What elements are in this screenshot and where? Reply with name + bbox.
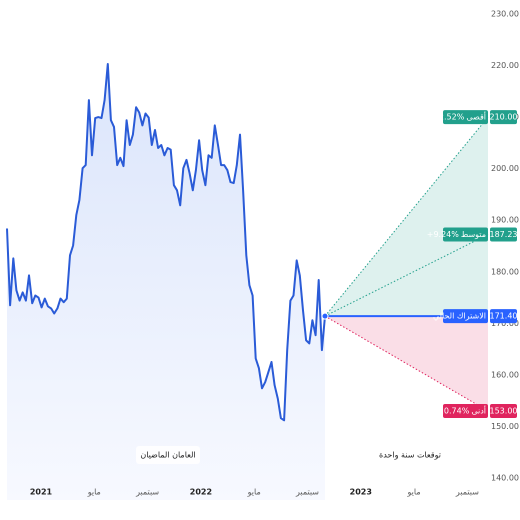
target-name: أدنى — [471, 405, 486, 415]
forecast-down-area — [325, 316, 488, 411]
target-tag — [443, 227, 488, 242]
current-price-tag — [490, 309, 517, 324]
x-tick-label: مايو — [247, 488, 261, 497]
y-tick-label: 180.00 — [491, 267, 519, 276]
x-tick-label: سبتمبر — [135, 488, 159, 497]
section-label: العامان الماضيان — [140, 451, 195, 460]
y-tick-label: 140.00 — [491, 474, 519, 483]
target-tag — [443, 403, 488, 418]
current-dot — [321, 312, 329, 320]
target-name: أقصى — [466, 112, 486, 122]
current-price: 171.40 — [490, 312, 518, 321]
forecast-line — [324, 234, 489, 317]
target-price-tag — [490, 403, 517, 418]
current-tag — [443, 309, 488, 324]
x-tick-label: مايو — [407, 488, 421, 497]
y-tick-label: 150.00 — [491, 422, 519, 431]
x-tick-label: مايو — [87, 488, 101, 497]
target-name: متوسط — [461, 230, 486, 239]
y-tick-label: 200.00 — [491, 164, 519, 173]
section-label: توقعات سنة واحدة — [379, 451, 441, 460]
y-tick-label: 230.00 — [491, 10, 519, 19]
target-change: +22.52% — [427, 113, 465, 122]
x-tick-label: سبتمبر — [455, 488, 479, 497]
target-price: 187.23 — [490, 230, 518, 239]
history-area — [7, 64, 325, 500]
y-tick-label: 220.00 — [491, 61, 519, 70]
section-box — [378, 446, 442, 464]
current-label: الاشتراك الحالي — [433, 312, 486, 321]
target-change: -10.74% — [436, 406, 470, 415]
target-price: 153.00 — [490, 406, 518, 415]
target-price-tag — [490, 227, 517, 242]
target-tag — [443, 110, 488, 125]
target-price-tag — [490, 110, 517, 125]
forecast-line — [324, 116, 489, 317]
y-tick-label: 190.00 — [491, 216, 519, 225]
history-line — [6, 63, 326, 422]
x-tick-label: سبتمبر — [295, 488, 319, 497]
y-tick-label: 160.00 — [491, 370, 519, 379]
x-tick-label: 2021 — [30, 488, 53, 497]
target-change: +9.24% — [427, 230, 460, 239]
y-tick-label: 170.00 — [491, 319, 519, 328]
section-box — [136, 446, 200, 464]
x-tick-label: 2023 — [350, 488, 372, 497]
x-tick-label: 2022 — [190, 488, 212, 497]
target-price: 210.00 — [490, 113, 518, 122]
